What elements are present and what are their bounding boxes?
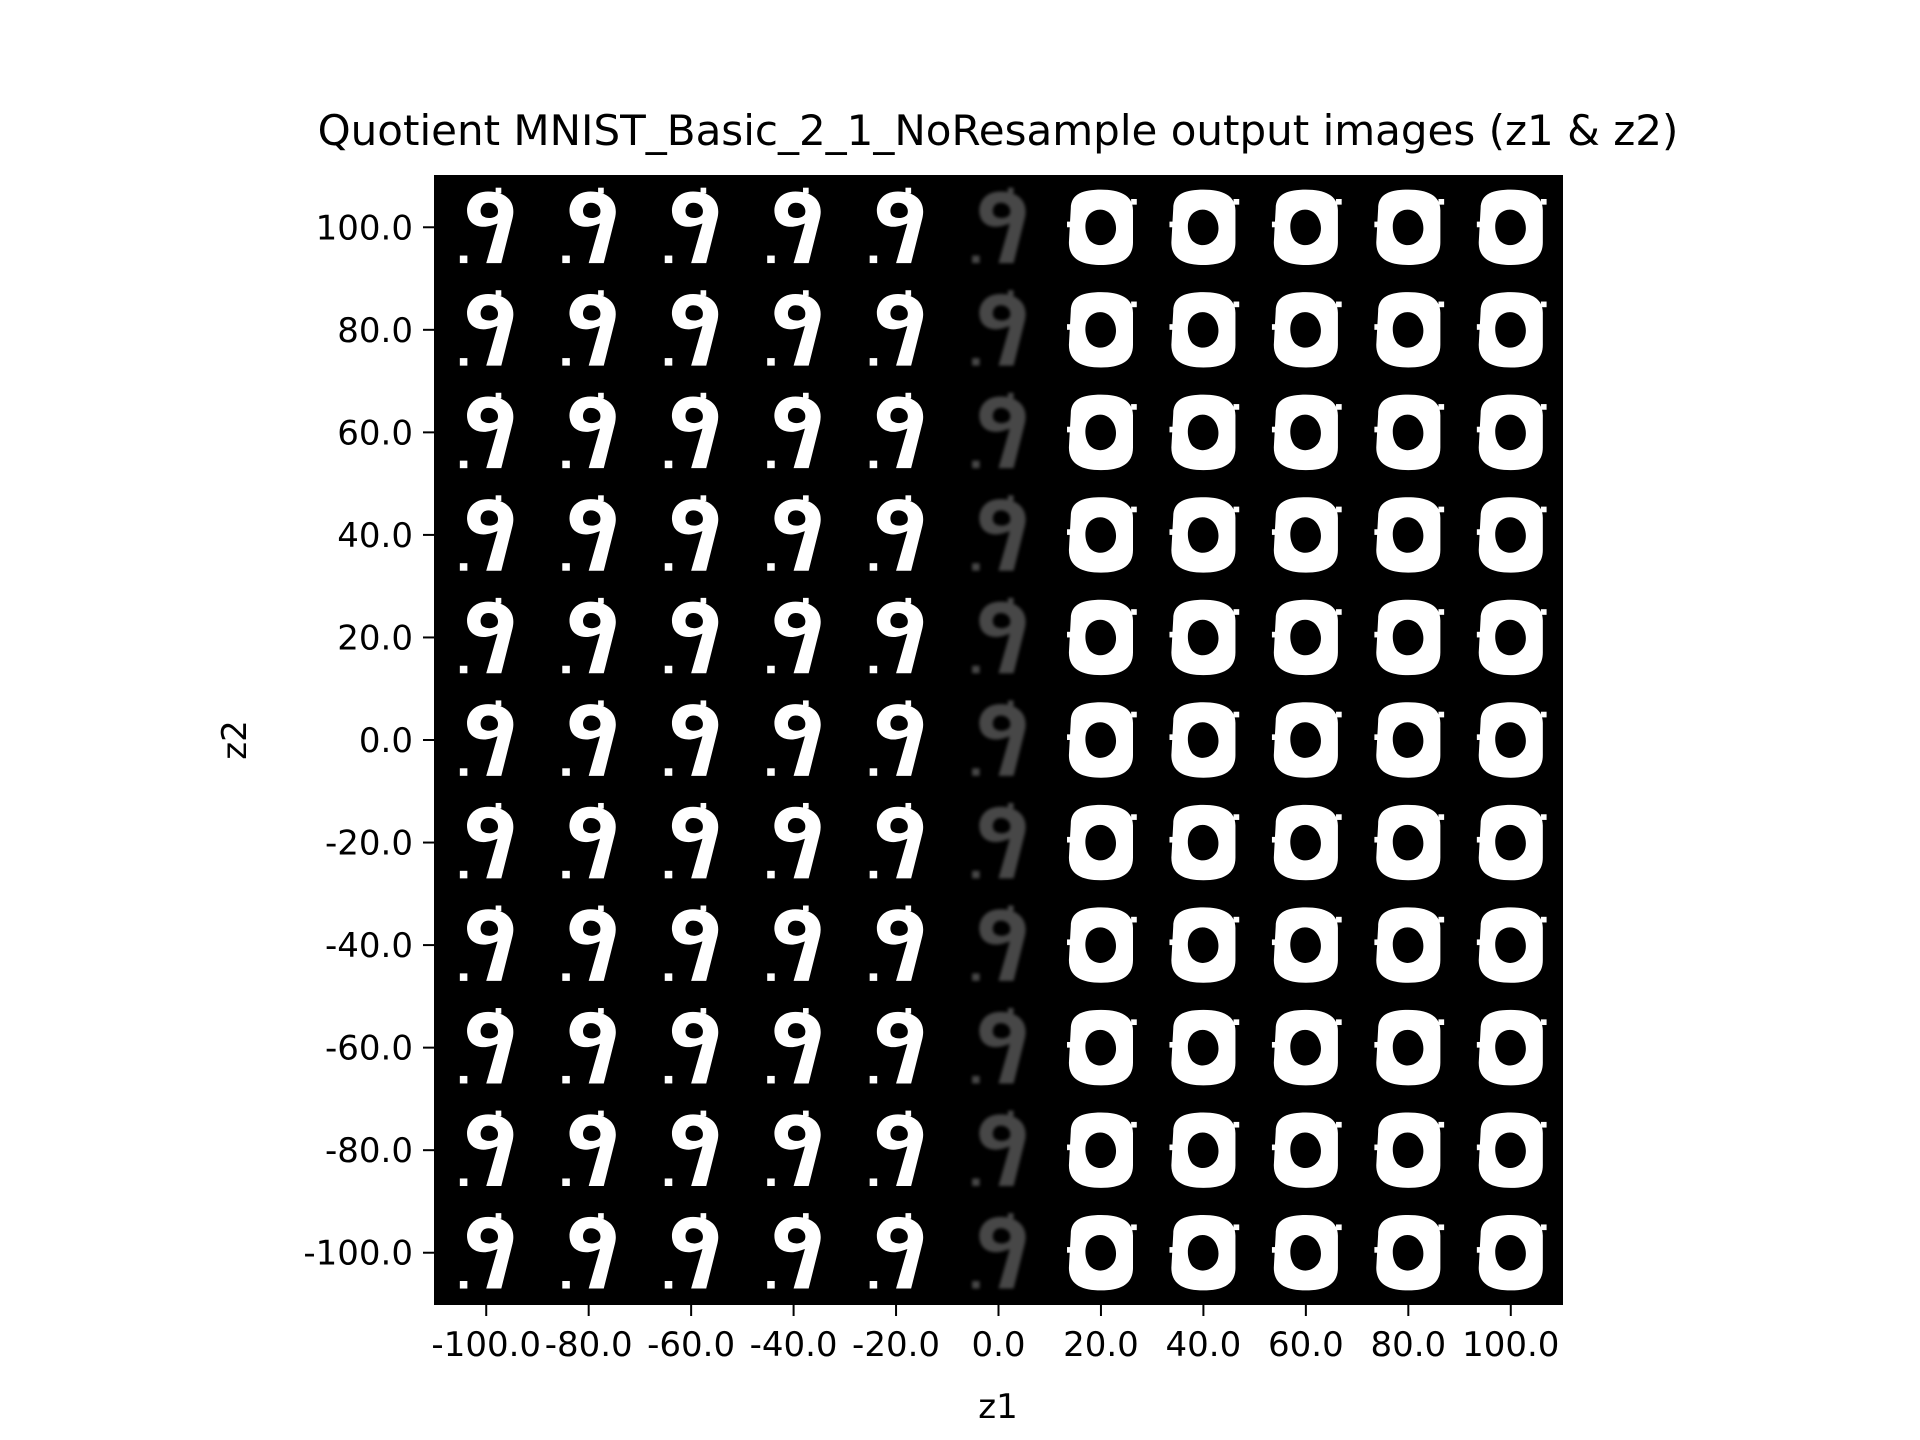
- y-tick-label: 20.0: [337, 618, 413, 658]
- y-tick-label: 100.0: [316, 208, 413, 248]
- x-tick-label: -100.0: [431, 1325, 541, 1365]
- y-tick-label: 80.0: [337, 311, 413, 351]
- y-tick-label: -20.0: [325, 824, 413, 864]
- y-tick-label: -100.0: [303, 1234, 413, 1274]
- x-axis-label: z1: [978, 1387, 1017, 1427]
- chart-title: Quotient MNIST_Basic_2_1_NoResample outp…: [318, 106, 1679, 155]
- y-tick-label: 60.0: [337, 413, 413, 453]
- y-tick-label: 0.0: [359, 721, 413, 761]
- x-tick-label: 40.0: [1166, 1325, 1242, 1365]
- x-tick-label: -20.0: [852, 1325, 940, 1365]
- y-tick-label: 40.0: [337, 516, 413, 556]
- x-tick-label: 60.0: [1268, 1325, 1344, 1365]
- x-tick-label: 20.0: [1063, 1325, 1139, 1365]
- x-tick-label: 100.0: [1462, 1325, 1559, 1365]
- x-tick-label: 0.0: [971, 1325, 1025, 1365]
- y-tick-label: -80.0: [325, 1131, 413, 1171]
- y-axis-label: z2: [215, 720, 255, 759]
- y-axis: 100.0 80.0 60.0 40.0 20.0 0.0 -20.0 -40.0 -60.0 -…: [303, 208, 435, 1274]
- x-tick-label: -80.0: [545, 1325, 633, 1365]
- y-tick-label: -40.0: [325, 926, 413, 966]
- x-tick-label: -60.0: [647, 1325, 735, 1365]
- x-tick-label: 80.0: [1370, 1325, 1446, 1365]
- x-tick-label: -40.0: [750, 1325, 838, 1365]
- x-axis: -100.0 -80.0 -60.0 -40.0 -20.0 0.0 20.0 40.0 60.…: [431, 1304, 1559, 1365]
- y-tick-label: -60.0: [325, 1029, 413, 1069]
